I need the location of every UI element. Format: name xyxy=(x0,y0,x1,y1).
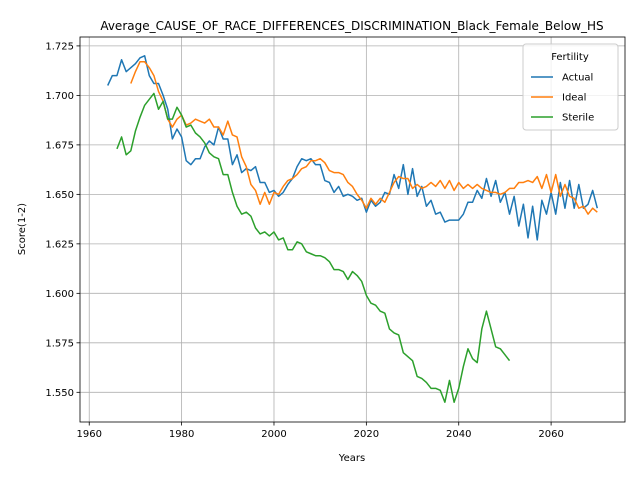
y-tick-label: 1.700 xyxy=(45,91,74,102)
y-tick-label: 1.550 xyxy=(45,388,74,399)
legend: Fertility Actual Ideal Sterile xyxy=(522,43,619,131)
axis-ticks: 1960 1980 2000 2020 2040 2060 1.550 1.575 1.600 1… xyxy=(45,41,563,440)
legend-label-actual: Actual xyxy=(562,73,593,84)
y-tick-label: 1.725 xyxy=(45,41,74,52)
x-tick-label: 1960 xyxy=(77,429,102,440)
x-tick-label: 1980 xyxy=(169,429,194,440)
series-line-sterile xyxy=(116,92,511,403)
series-lines xyxy=(107,55,599,403)
y-tick-label: 1.650 xyxy=(45,190,74,201)
legend-label-ideal: Ideal xyxy=(562,93,586,104)
legend-title: Fertility xyxy=(551,52,589,63)
y-tick-label: 1.625 xyxy=(45,239,74,250)
x-tick-label: 2040 xyxy=(446,429,471,440)
series-line-actual xyxy=(107,55,599,241)
x-tick-label: 2060 xyxy=(538,429,563,440)
x-tick-label: 2000 xyxy=(261,429,286,440)
plot-frame xyxy=(79,36,626,423)
legend-box xyxy=(522,43,619,131)
series-line-ideal xyxy=(130,60,598,215)
y-axis-label: Score(1-2) xyxy=(17,203,28,255)
x-axis-label: Years xyxy=(338,453,365,464)
legend-label-sterile: Sterile xyxy=(562,113,594,124)
y-tick-label: 1.675 xyxy=(45,140,74,151)
y-tick-label: 1.600 xyxy=(45,289,74,300)
legend-entries: Actual Ideal Sterile xyxy=(531,73,594,124)
y-tick-label: 1.575 xyxy=(45,338,74,349)
x-tick-label: 2020 xyxy=(354,429,379,440)
chart-title: Average_CAUSE_OF_RACE_DIFFERENCES_DISCRI… xyxy=(100,19,603,33)
